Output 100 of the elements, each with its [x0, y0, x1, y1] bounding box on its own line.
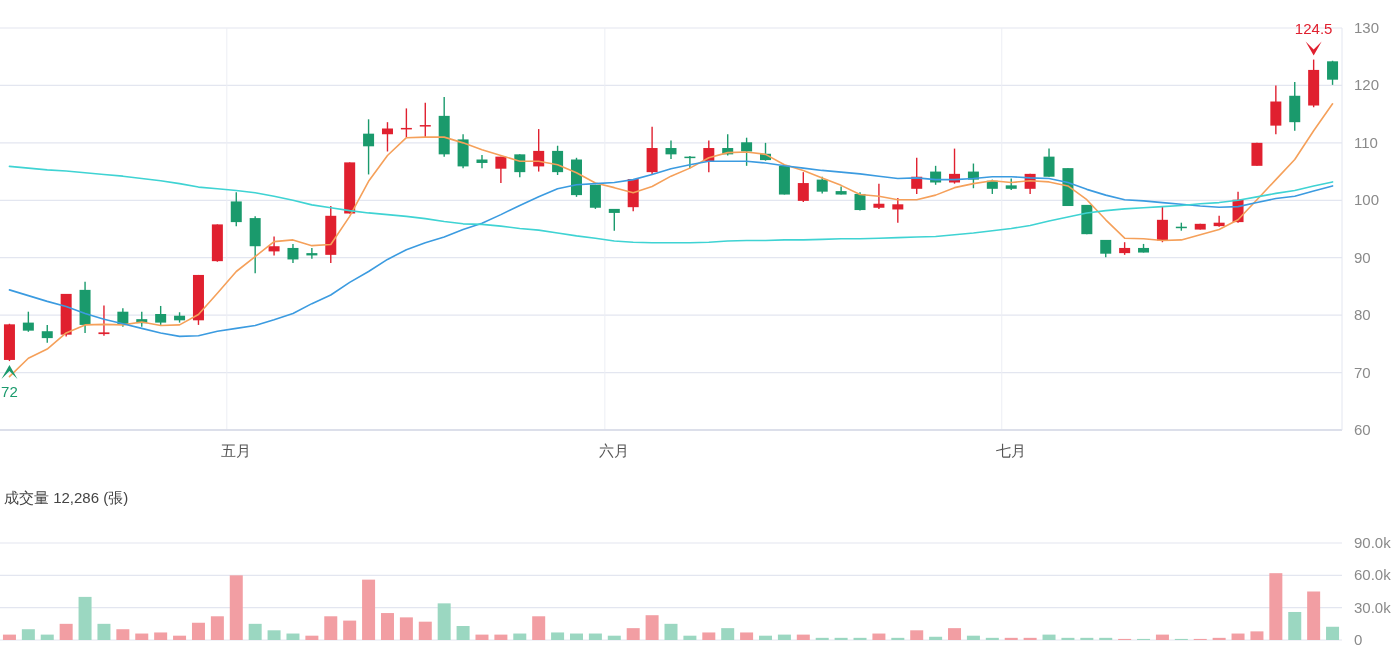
bar — [740, 632, 754, 640]
candlestick — [230, 191, 242, 227]
bar — [664, 623, 678, 640]
bar — [21, 629, 35, 640]
bar — [437, 603, 451, 640]
x-tick-label: 六月 — [599, 442, 630, 459]
y-tick-label: 110 — [1354, 133, 1378, 151]
bar — [1080, 637, 1094, 640]
bar — [513, 633, 527, 640]
y-tick-label: 70 — [1354, 363, 1371, 381]
annotation: 72 — [1, 383, 18, 401]
x-tick-label: 七月 — [996, 442, 1027, 459]
bar — [683, 635, 697, 640]
y-tick-label: 80 — [1354, 306, 1371, 324]
bar — [135, 633, 149, 640]
bar — [324, 616, 338, 640]
candlestick — [495, 155, 507, 184]
candlestick — [1156, 205, 1168, 243]
candlestick — [155, 305, 167, 326]
candlestick — [665, 139, 677, 160]
bar — [1250, 631, 1264, 640]
bar — [418, 621, 432, 640]
bar — [910, 630, 924, 640]
bar — [626, 628, 640, 640]
bar — [78, 596, 92, 640]
bar — [399, 617, 413, 640]
bar — [1004, 637, 1018, 640]
bar — [1231, 633, 1245, 640]
bar — [588, 633, 602, 640]
bar — [173, 635, 187, 640]
bar — [985, 637, 999, 640]
x-tick-label: 五月 — [221, 442, 252, 459]
bar — [929, 636, 943, 640]
candlestick — [552, 145, 564, 176]
chart-title: 成交量 12,286 (張) — [4, 489, 129, 506]
bar — [796, 634, 810, 640]
bar — [532, 616, 546, 640]
bar — [551, 632, 565, 640]
y-tick-label: 30.0k — [1354, 598, 1392, 616]
bar — [1269, 573, 1283, 640]
candlestick — [854, 191, 866, 212]
bar — [210, 616, 224, 640]
bar — [815, 637, 829, 640]
candlestick — [22, 311, 34, 333]
bar — [569, 633, 583, 640]
bar — [948, 628, 962, 640]
bar — [494, 634, 508, 640]
bar — [248, 623, 262, 640]
candlestick — [741, 136, 753, 167]
bar — [966, 635, 980, 640]
bar — [59, 623, 73, 640]
bar — [834, 637, 848, 640]
bar — [607, 635, 621, 640]
candlestick — [589, 184, 601, 210]
bar — [1155, 634, 1169, 640]
y-tick-label: 60 — [1354, 421, 1371, 438]
candlestick — [363, 118, 375, 176]
bar — [1212, 637, 1226, 640]
bar — [872, 633, 886, 640]
candlestick — [797, 171, 809, 203]
bar — [721, 628, 735, 640]
y-tick-label: 90 — [1354, 248, 1371, 266]
bar — [97, 623, 111, 640]
bar — [891, 637, 905, 640]
candlestick — [419, 101, 431, 138]
bar — [286, 633, 300, 640]
bar — [1023, 637, 1037, 640]
bar — [456, 625, 470, 640]
line-series — [8, 165, 1334, 244]
candlestick — [1043, 147, 1055, 178]
bar — [380, 613, 394, 640]
y-tick-label: 60.0k — [1354, 566, 1392, 584]
bar — [191, 622, 205, 640]
annotation: 124.5 — [1294, 19, 1333, 37]
bar — [1288, 611, 1302, 640]
candlestick — [873, 182, 885, 210]
y-tick-label: 0 — [1354, 631, 1363, 648]
bar — [475, 634, 489, 640]
candlestick — [1327, 60, 1339, 86]
bar — [343, 620, 357, 640]
bar — [267, 630, 281, 640]
y-tick-label: 90.0k — [1354, 534, 1392, 551]
bar — [702, 632, 716, 640]
y-tick-label: 100 — [1354, 191, 1380, 209]
bar — [305, 635, 319, 640]
bar — [645, 615, 659, 640]
bar — [1061, 637, 1075, 640]
candlestick — [892, 197, 904, 224]
bar — [40, 634, 54, 640]
candlestick — [268, 235, 280, 257]
bar — [1042, 634, 1056, 640]
bar — [1307, 591, 1321, 640]
bar — [362, 579, 376, 640]
bar — [1326, 626, 1340, 640]
bar — [777, 634, 791, 640]
bar — [154, 632, 168, 640]
bar — [853, 637, 867, 640]
bar — [759, 635, 773, 640]
bar — [229, 575, 243, 640]
candlestick — [98, 304, 110, 337]
